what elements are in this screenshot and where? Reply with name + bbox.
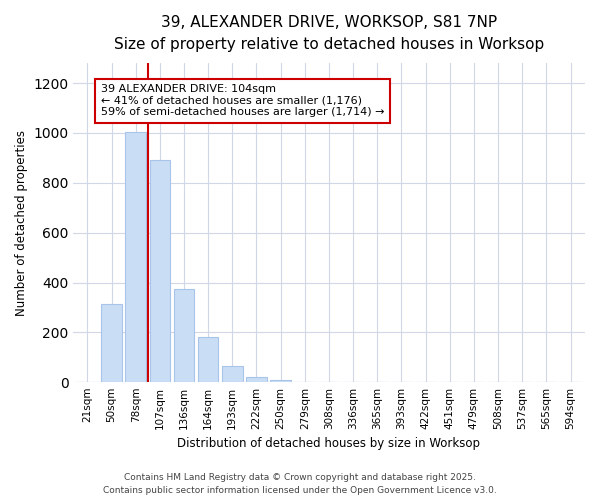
Y-axis label: Number of detached properties: Number of detached properties (15, 130, 28, 316)
Bar (101, 304, 122, 382)
Text: Contains HM Land Registry data © Crown copyright and database right 2025.
Contai: Contains HM Land Registry data © Crown c… (103, 474, 497, 495)
Text: 39 ALEXANDER DRIVE: 104sqm
← 41% of detached houses are smaller (1,176)
59% of s: 39 ALEXANDER DRIVE: 104sqm ← 41% of deta… (101, 84, 384, 117)
Bar (222, 366, 242, 382)
Bar (149, 160, 170, 382)
Bar (174, 288, 194, 382)
Bar (125, 132, 146, 382)
Bar (198, 337, 218, 382)
Bar (246, 378, 267, 382)
Bar (271, 380, 291, 382)
X-axis label: Distribution of detached houses by size in Worksop: Distribution of detached houses by size … (178, 437, 481, 450)
Title: 39, ALEXANDER DRIVE, WORKSOP, S81 7NP
Size of property relative to detached hous: 39, ALEXANDER DRIVE, WORKSOP, S81 7NP Si… (114, 15, 544, 52)
